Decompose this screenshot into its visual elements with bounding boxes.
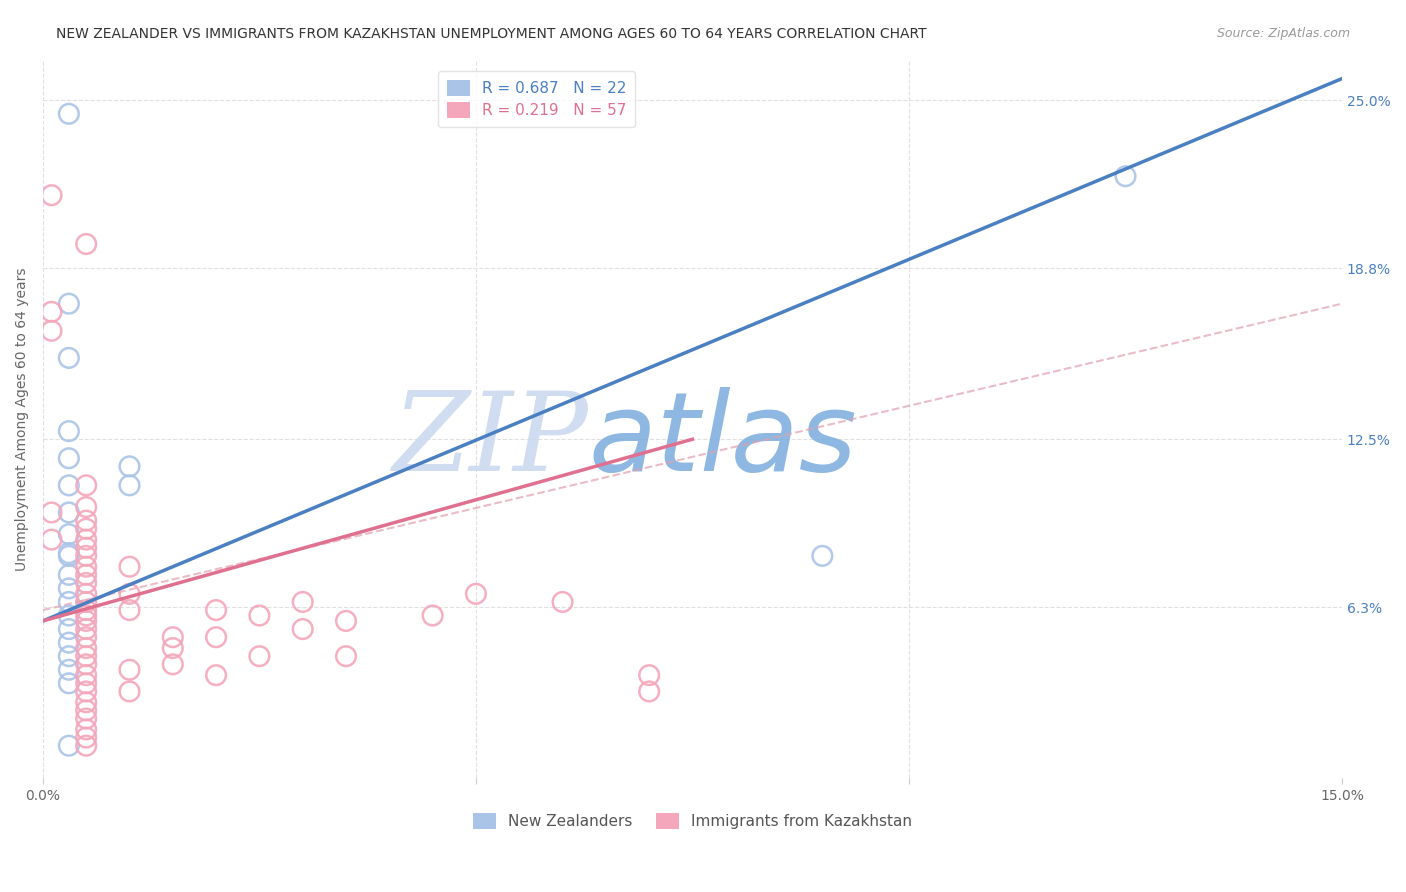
Text: ZIP: ZIP [392,387,589,494]
Point [75,622,97,636]
Point [75,608,97,623]
Point [118,559,141,574]
Point [58,424,80,438]
Point [58,567,80,582]
Point [118,684,141,698]
Point [422,608,444,623]
Point [162,641,184,656]
Point [58,351,80,365]
Point [58,546,80,560]
Point [811,549,834,563]
Point [291,622,314,636]
Point [41,533,63,547]
Point [75,684,97,698]
Point [335,614,357,628]
Point [291,595,314,609]
Point [1114,169,1136,184]
Point [58,622,80,636]
Point [58,296,80,310]
Point [75,541,97,555]
Point [75,695,97,709]
Point [249,608,271,623]
Point [58,595,80,609]
Point [205,668,228,682]
Text: Source: ZipAtlas.com: Source: ZipAtlas.com [1216,27,1350,40]
Point [118,663,141,677]
Point [118,587,141,601]
Text: NEW ZEALANDER VS IMMIGRANTS FROM KAZAKHSTAN UNEMPLOYMENT AMONG AGES 60 TO 64 YEA: NEW ZEALANDER VS IMMIGRANTS FROM KAZAKHS… [56,27,927,41]
Point [75,500,97,514]
Point [75,478,97,492]
Point [75,712,97,726]
Point [75,533,97,547]
Point [205,603,228,617]
Point [75,559,97,574]
Point [58,478,80,492]
Point [75,603,97,617]
Point [41,506,63,520]
Point [58,676,80,690]
Point [58,739,80,753]
Point [335,649,357,664]
Point [75,514,97,528]
Point [75,723,97,737]
Point [205,630,228,644]
Point [58,527,80,541]
Point [58,608,80,623]
Point [75,522,97,536]
Point [118,603,141,617]
Point [75,739,97,753]
Legend: New Zealanders, Immigrants from Kazakhstan: New Zealanders, Immigrants from Kazakhst… [467,807,918,835]
Point [75,587,97,601]
Point [75,576,97,591]
Point [162,657,184,672]
Point [58,506,80,520]
Point [249,649,271,664]
Y-axis label: Unemployment Among Ages 60 to 64 years: Unemployment Among Ages 60 to 64 years [15,268,30,571]
Point [41,305,63,319]
Point [75,676,97,690]
Point [41,188,63,202]
Text: atlas: atlas [589,387,858,494]
Point [75,549,97,563]
Point [162,630,184,644]
Point [58,635,80,649]
Point [58,582,80,596]
Point [75,731,97,745]
Point [75,595,97,609]
Point [58,107,80,121]
Point [75,641,97,656]
Point [58,663,80,677]
Point [58,649,80,664]
Point [75,614,97,628]
Point [75,630,97,644]
Point [638,668,661,682]
Point [75,657,97,672]
Point [75,649,97,664]
Point [464,587,486,601]
Point [58,451,80,466]
Point [75,703,97,717]
Point [41,324,63,338]
Point [75,567,97,582]
Point [551,595,574,609]
Point [118,459,141,474]
Point [638,684,661,698]
Point [118,478,141,492]
Point [75,237,97,252]
Point [75,668,97,682]
Point [58,549,80,563]
